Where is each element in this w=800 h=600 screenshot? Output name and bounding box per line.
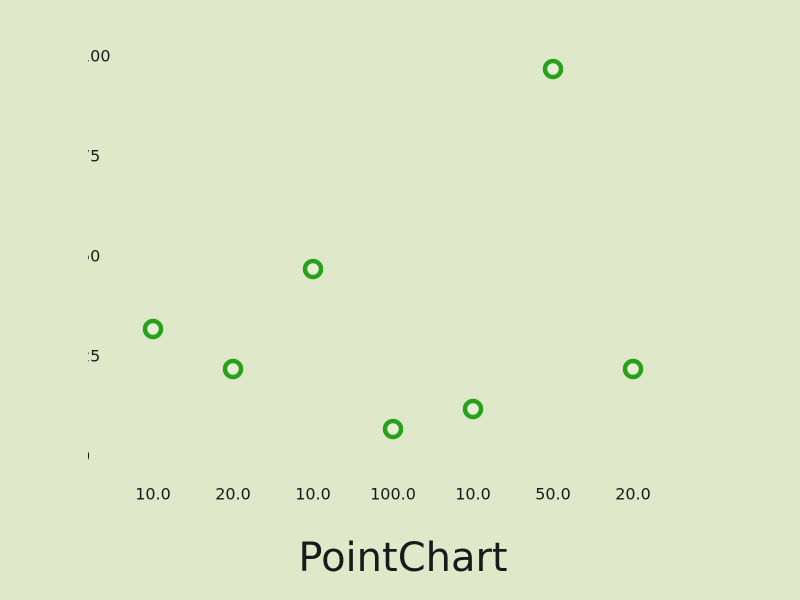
point: [622, 358, 644, 380]
y-tick-label: 100: [80, 47, 111, 66]
y-tick-label: 25: [80, 347, 100, 366]
x-tick-label: 10.0: [135, 485, 171, 504]
x-tick-label: 20.0: [215, 485, 251, 504]
point: [462, 398, 484, 420]
y-axis: 0 25 50 75 100: [80, 47, 111, 466]
x-tick-label: 20.0: [615, 485, 651, 504]
y-tick-label: 75: [80, 147, 100, 166]
point: [142, 318, 164, 340]
x-tick-label: 10.0: [455, 485, 491, 504]
point: [222, 358, 244, 380]
x-tick-label: 100.0: [370, 485, 416, 504]
y-tick-label: 50: [80, 247, 100, 266]
chart-title: PointChart: [298, 535, 507, 581]
x-tick-label: 50.0: [535, 485, 571, 504]
point: [302, 258, 324, 280]
point: [542, 58, 564, 80]
point: [382, 418, 404, 440]
x-tick-label: 10.0: [295, 485, 331, 504]
y-tick-label: 0: [80, 447, 90, 466]
